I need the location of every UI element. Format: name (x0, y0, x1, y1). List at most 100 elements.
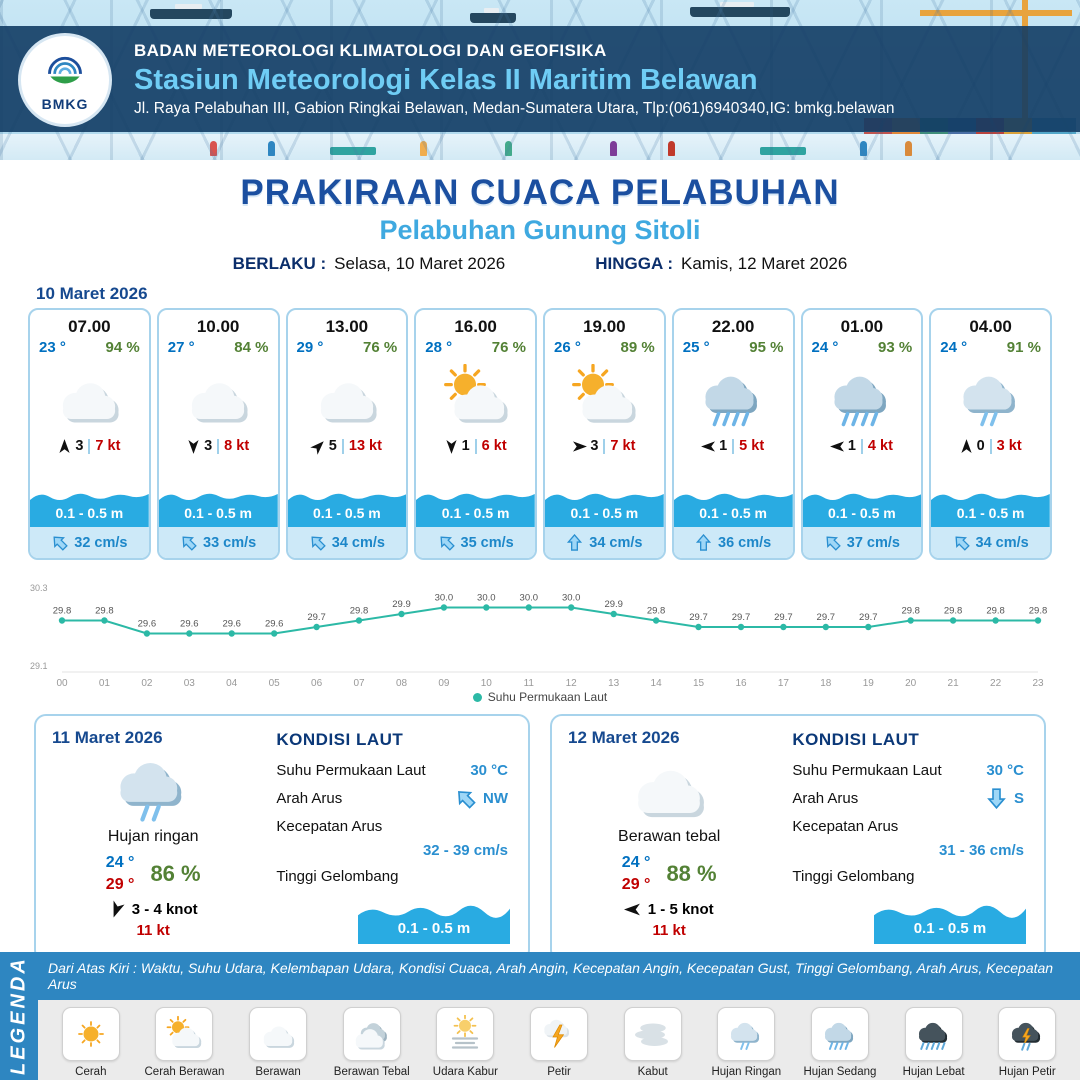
humidity: 91 % (1006, 339, 1041, 356)
svg-text:29.8: 29.8 (350, 606, 369, 617)
current-speed-value: 32 - 39 cm/s (422, 842, 508, 859)
wave-height-band: 0.1 - 0.5 m (287, 485, 407, 527)
legend-weather-icon (342, 1007, 401, 1061)
svg-text:10: 10 (481, 678, 493, 689)
weather-icon (947, 356, 1035, 438)
legend-label: Cerah Berawan (144, 1066, 225, 1078)
wave-height: 0.1 - 0.5 m (441, 505, 510, 521)
page-title: PRAKIRAAN CUACA PELABUHAN (240, 173, 840, 212)
wind-direction-icon (106, 899, 126, 920)
daily-forecast-card: 11 Maret 2026 Hujan ringan 24 ° 29 ° 86 … (34, 714, 530, 962)
air-temperature: 23 ° (39, 339, 66, 356)
person (860, 141, 867, 156)
svg-text:29.7: 29.7 (732, 612, 751, 623)
svg-text:00: 00 (56, 678, 68, 689)
daily-summary-row: 11 Maret 2026 Hujan ringan 24 ° 29 ° 86 … (0, 714, 1080, 962)
legend-weather-icon (530, 1007, 589, 1061)
station-name: Stasiun Meteorologi Kelas II Maritim Bel… (134, 63, 758, 96)
ship-icon (470, 8, 516, 23)
svg-text:20: 20 (905, 678, 917, 689)
validity-period: BERLAKU : Selasa, 10 Maret 2026 HINGGA :… (0, 254, 1080, 274)
forecast-card: 19.00 26 ° 89 % 3 7 kt 0.1 - 0.5 m 34 cm… (543, 308, 666, 560)
current-row: 35 cm/s (416, 527, 535, 558)
header: BADAN METEOROLOGI KLIMATOLOGI DAN GEOFIS… (0, 0, 1080, 160)
wave-height-band: 0.1 - 0.5 m (931, 485, 1050, 527)
wave-height: 0.1 - 0.5 m (313, 505, 381, 521)
legend-section: LEGENDA Dari Atas Kiri : Waktu, Suhu Uda… (0, 952, 1080, 1080)
legend-label: Kabut (637, 1066, 668, 1078)
legend-weather-icon (155, 1007, 214, 1061)
wave-height-band: 0.1 - 0.5 m (802, 485, 922, 527)
sea-conditions: KONDISI LAUT Suhu Permukaan Laut 30 °C A… (254, 728, 512, 948)
svg-text:29.9: 29.9 (392, 599, 411, 610)
current-row: 34 cm/s (931, 527, 1050, 558)
weather-icon (432, 356, 520, 438)
wave-height-badge: 0.1 - 0.5 m (358, 900, 510, 944)
current-row: 32 cm/s (30, 527, 149, 558)
svg-text:29.7: 29.7 (817, 612, 836, 623)
current-direction-icon (305, 530, 329, 554)
sea-conditions-title: KONDISI LAUT (276, 730, 404, 749)
divider (989, 438, 992, 454)
wind-direction-icon (572, 440, 588, 453)
humidity: 89 % (620, 339, 655, 356)
wind-gust: 3 kt (996, 438, 1022, 454)
wave-height-band: 0.1 - 0.5 m (545, 485, 664, 527)
wave-icon (673, 493, 793, 527)
wind-direction-icon (829, 440, 845, 453)
person (420, 141, 427, 156)
hourly-forecast-row: 07.00 23 ° 94 % 3 7 kt 0.1 - 0.5 m 32 cm… (0, 308, 1080, 560)
humidity: 76 % (363, 339, 398, 356)
daily-temp-max: 29 ° (621, 875, 651, 893)
wind-row: 3 7 kt (58, 438, 120, 454)
legend-label: Berawan (255, 1066, 301, 1078)
current-direction-icon (434, 530, 458, 554)
person (210, 141, 217, 156)
legend-label: Hujan Lebat (902, 1066, 965, 1078)
svg-text:07: 07 (353, 678, 365, 689)
wind-direction-icon (960, 438, 973, 454)
legend-weather-icon (904, 1007, 963, 1061)
legend-label: Cerah (75, 1066, 107, 1078)
legend-weather-icon (623, 1007, 682, 1061)
forecast-card: 13.00 29 ° 76 % 5 13 kt 0.1 - 0.5 m 34 c… (285, 308, 409, 560)
legend-item: Petir (514, 1007, 604, 1078)
legend-marker-icon (472, 692, 482, 702)
weather-icon (174, 356, 262, 438)
svg-text:29.7: 29.7 (307, 612, 326, 623)
divider (603, 438, 606, 454)
svg-text:09: 09 (438, 678, 450, 689)
daily-wind-row: 3 - 4 knot (52, 899, 254, 920)
sea-conditions: KONDISI LAUT Suhu Permukaan Laut 30 °C A… (770, 728, 1028, 948)
wind-gust: 5 kt (739, 438, 765, 454)
agency-name: BADAN METEOROLOGI KLIMATOLOGI DAN GEOFIS… (134, 40, 607, 60)
wave-icon (416, 493, 535, 527)
wave-height: 0.1 - 0.5 m (956, 505, 1025, 521)
wave-height: 0.1 - 0.5 m (55, 505, 124, 521)
wind-gust: 7 kt (95, 438, 121, 454)
wind-row: 3 8 kt (187, 438, 249, 454)
wind-speed: 3 (590, 438, 599, 454)
daily-date: 11 Maret 2026 (52, 728, 163, 747)
svg-text:29.8: 29.8 (986, 606, 1005, 617)
wave-icon (287, 493, 407, 527)
legend-label: Petir (547, 1066, 571, 1078)
legend-item: Hujan Lebat (889, 1007, 979, 1078)
wind-direction-icon (701, 440, 716, 453)
wave-height-value: 0.1 - 0.5 m (397, 920, 471, 937)
svg-text:30.0: 30.0 (520, 593, 539, 604)
wind-direction-icon (187, 439, 200, 454)
hingga-label: HINGGA : (595, 254, 673, 273)
svg-text:29.6: 29.6 (222, 619, 241, 630)
wind-row: 1 4 kt (829, 438, 893, 454)
current-speed: 37 cm/s (846, 534, 900, 551)
forecast-card: 10.00 27 ° 84 % 3 8 kt 0.1 - 0.5 m 33 cm… (156, 308, 280, 560)
wind-direction-icon (445, 439, 458, 454)
forecast-card: 16.00 28 ° 76 % 1 6 kt 0.1 - 0.5 m 35 cm… (414, 308, 537, 560)
chart-series-label: Suhu Permukaan Laut (487, 690, 608, 704)
wave-icon (931, 493, 1050, 527)
svg-text:05: 05 (269, 678, 281, 689)
sst-label: Suhu Permukaan Laut (276, 762, 426, 779)
forecast-time: 13.00 (325, 317, 369, 336)
